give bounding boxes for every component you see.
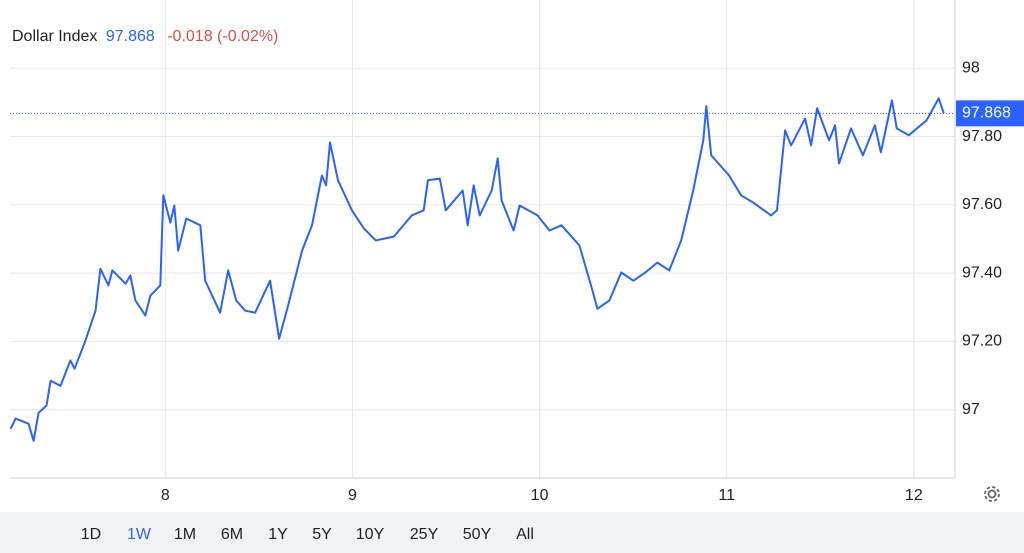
range-button[interactable]: 1W [127,526,152,543]
range-bar [0,512,1024,553]
x-tick-label: 11 [718,487,735,504]
y-tick-label: 97.60 [962,196,1002,213]
range-button[interactable]: 1D [81,526,101,543]
y-tick-label: 97.40 [962,264,1002,281]
range-button[interactable]: 5Y [312,526,332,543]
header: Dollar Index 97.868 -0.018 (-0.02%) [12,28,278,45]
y-tick-label: 98 [962,60,980,77]
range-button[interactable]: 1M [174,526,196,543]
range-button[interactable]: All [516,526,534,543]
x-tick-label: 8 [161,487,170,504]
range-button[interactable]: 10Y [356,526,385,543]
y-tick-label: 97 [962,401,980,418]
x-tick-label: 10 [531,487,549,504]
range-button[interactable]: 1Y [268,526,288,543]
title: Dollar Index [12,28,97,45]
change: -0.018 (-0.02%) [167,28,278,45]
last-price-label: 97.868 [962,105,1011,122]
y-tick-label: 97.20 [962,333,1002,350]
price-line [9,97,945,442]
x-tick-label: 12 [905,487,923,504]
range-button[interactable]: 50Y [463,526,492,543]
y-tick-label: 97.80 [962,128,1002,145]
range-button[interactable]: 6M [221,526,243,543]
last-price-box [956,100,1024,127]
x-tick-label: 9 [348,487,357,504]
settings-icon[interactable] [984,486,1000,502]
price: 97.868 [106,28,155,45]
range-button[interactable]: 25Y [410,526,439,543]
